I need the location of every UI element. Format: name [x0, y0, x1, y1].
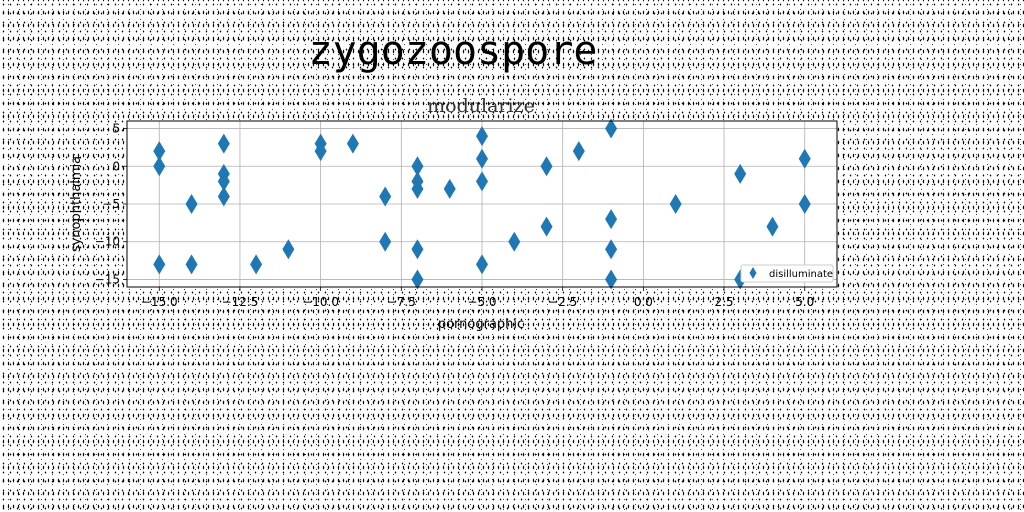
data-point — [508, 231, 521, 252]
y-tick-label: −15 — [95, 272, 120, 286]
x-tick-label: −15.0 — [141, 295, 178, 309]
data-point — [217, 171, 230, 192]
data-point — [798, 148, 811, 169]
data-point — [540, 216, 553, 237]
data-point — [734, 163, 747, 184]
legend: disilluminate — [740, 264, 834, 283]
x-tick-label: 5.0 — [795, 295, 814, 309]
x-tick-label: −7.5 — [387, 295, 416, 309]
x-tick-label: 0.0 — [634, 295, 653, 309]
x-tick-label: −10.0 — [302, 295, 339, 309]
data-point — [185, 254, 198, 275]
data-point — [411, 269, 424, 290]
data-point — [605, 269, 618, 290]
data-point — [153, 141, 166, 162]
y-tick-label: −5 — [102, 197, 120, 211]
data-point — [411, 178, 424, 199]
data-point — [798, 194, 811, 214]
y-tick-label: 5 — [112, 122, 120, 136]
data-point — [411, 156, 424, 177]
scatter-points — [153, 118, 811, 290]
data-point — [379, 231, 392, 252]
x-tick-label: −12.5 — [222, 295, 259, 309]
data-point — [766, 216, 779, 237]
data-point — [411, 239, 424, 260]
data-point — [476, 171, 488, 192]
data-point — [540, 156, 553, 177]
chart-title: modularize — [427, 95, 535, 117]
x-tick-label: −5.0 — [467, 295, 496, 309]
x-tick-label: 2.5 — [714, 295, 733, 309]
legend-label: disilluminate — [769, 269, 833, 280]
data-point — [669, 194, 682, 214]
data-point — [346, 133, 359, 154]
y-axis-ticks: 5 0 −5 −10 −15 — [95, 122, 127, 286]
data-point — [314, 141, 327, 162]
data-point — [605, 209, 618, 230]
data-point — [250, 254, 263, 275]
data-point — [443, 178, 456, 199]
data-point — [153, 254, 166, 275]
data-point — [605, 239, 618, 260]
y-tick-label: −10 — [95, 235, 120, 249]
data-point — [217, 133, 230, 154]
x-tick-label: −2.5 — [548, 295, 577, 309]
y-tick-label: 0 — [112, 159, 120, 173]
data-point — [572, 141, 585, 162]
x-axis-label: pornographic — [438, 317, 524, 332]
data-point — [185, 194, 198, 214]
data-point — [476, 254, 488, 275]
legend-marker — [749, 267, 757, 279]
data-point — [605, 118, 618, 139]
data-point — [476, 126, 488, 147]
x-axis-ticks: −15.0 −12.5 −10.0 −7.5 −5.0 −2.5 0.0 2.5 5.0 — [141, 287, 814, 309]
legend-box — [740, 264, 834, 283]
y-axis-label: synophthalmia — [69, 156, 84, 252]
data-point — [217, 186, 230, 207]
data-point — [153, 156, 166, 177]
data-point — [282, 239, 295, 260]
data-point — [379, 186, 392, 207]
data-point — [476, 148, 488, 169]
figure-title: zygozoospore — [309, 28, 598, 74]
